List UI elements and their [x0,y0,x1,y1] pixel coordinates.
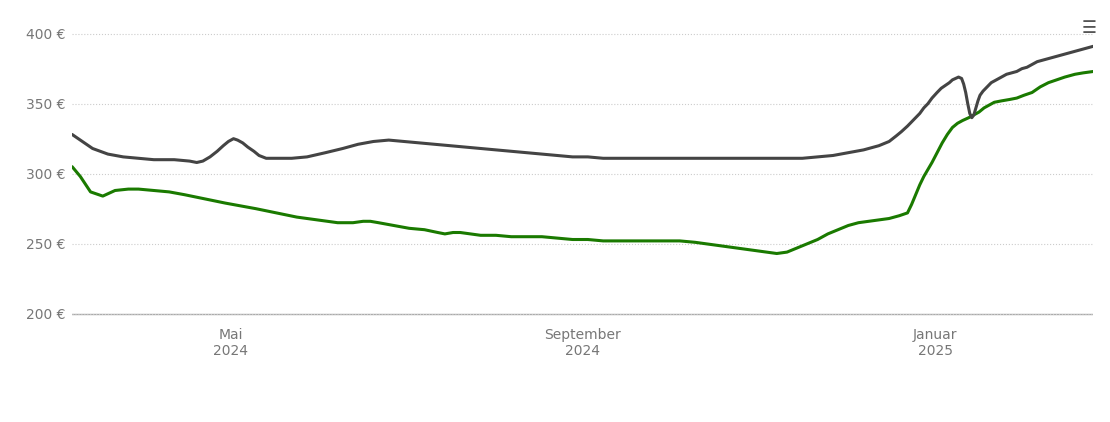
Text: ☰: ☰ [1082,19,1097,37]
